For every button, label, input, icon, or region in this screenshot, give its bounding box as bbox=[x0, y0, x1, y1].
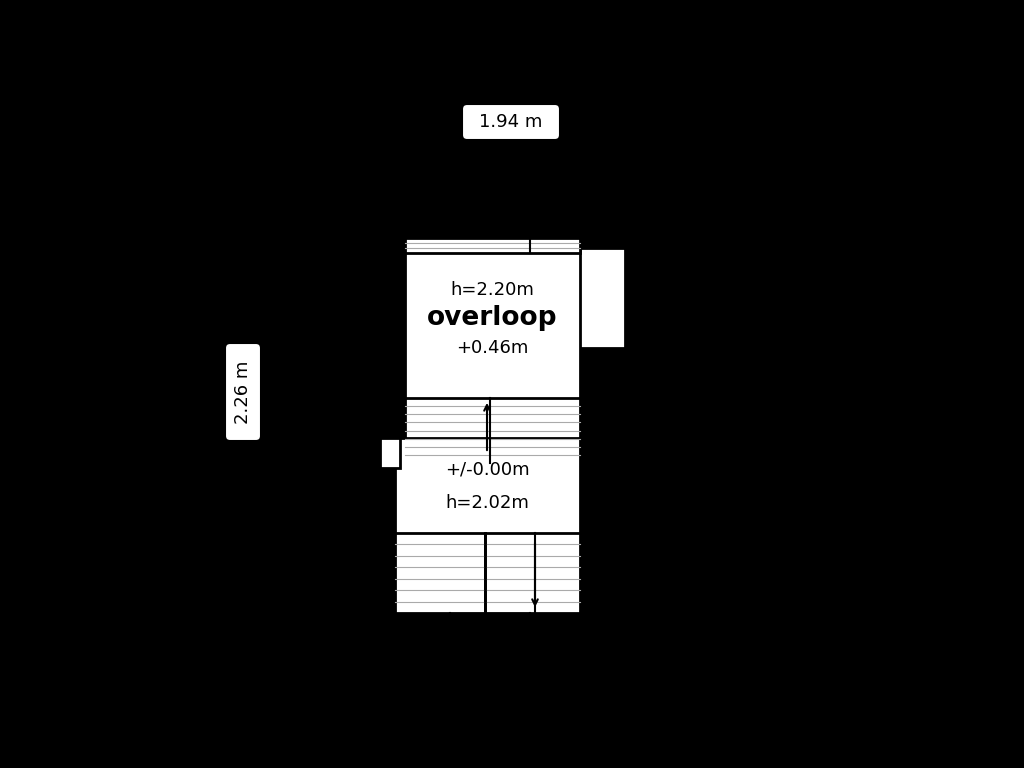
Text: +0.46m: +0.46m bbox=[457, 339, 528, 357]
Bar bbox=[406, 398, 580, 463]
Bar bbox=[485, 533, 580, 613]
Text: 2.26 m: 2.26 m bbox=[234, 360, 252, 424]
FancyBboxPatch shape bbox=[462, 104, 560, 140]
Text: +/-0.00m: +/-0.00m bbox=[445, 461, 529, 479]
FancyBboxPatch shape bbox=[225, 343, 261, 441]
Bar bbox=[380, 438, 400, 468]
Text: h=2.02m: h=2.02m bbox=[445, 494, 529, 512]
Bar bbox=[565, 248, 625, 348]
Text: 1.94 m: 1.94 m bbox=[479, 113, 543, 131]
Bar bbox=[395, 438, 580, 538]
Bar bbox=[406, 248, 580, 403]
Bar bbox=[395, 533, 485, 613]
Bar bbox=[406, 238, 580, 253]
Text: overloop: overloop bbox=[427, 305, 558, 331]
Text: h=2.20m: h=2.20m bbox=[451, 281, 535, 299]
